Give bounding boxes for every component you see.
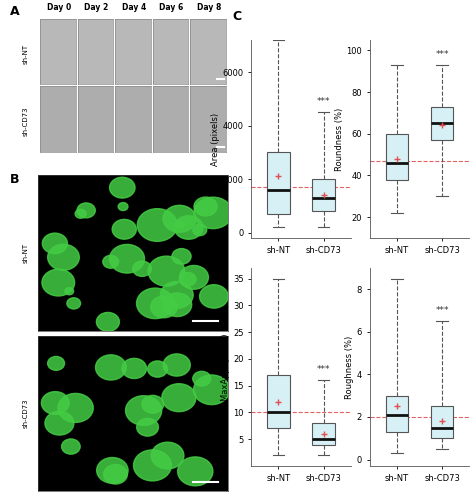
Circle shape [103,256,118,268]
Text: sh-CD73: sh-CD73 [23,107,29,136]
Circle shape [178,457,213,486]
Circle shape [147,361,167,377]
Circle shape [96,355,126,380]
Circle shape [65,288,73,295]
Circle shape [163,354,190,376]
Circle shape [176,221,184,228]
Text: B: B [9,173,19,186]
Circle shape [200,285,228,308]
Circle shape [58,393,93,422]
Circle shape [67,298,81,309]
Circle shape [137,288,174,319]
PathPatch shape [312,423,335,444]
PathPatch shape [431,406,454,438]
Circle shape [179,266,209,289]
Circle shape [193,371,211,386]
Circle shape [96,313,119,331]
PathPatch shape [267,375,290,428]
Text: Day 2: Day 2 [84,3,109,12]
Circle shape [126,396,162,425]
Circle shape [163,205,196,232]
Circle shape [42,269,74,296]
PathPatch shape [431,107,454,140]
Text: Day 6: Day 6 [159,3,183,12]
Circle shape [148,256,185,286]
Circle shape [48,244,79,270]
Circle shape [142,395,164,413]
Circle shape [122,358,146,379]
Text: sh-CD73: sh-CD73 [23,398,29,428]
PathPatch shape [385,134,408,180]
Circle shape [112,219,137,239]
Circle shape [162,384,196,412]
Text: sh-NT: sh-NT [23,44,29,64]
Circle shape [77,203,95,218]
Circle shape [193,375,230,405]
PathPatch shape [312,179,335,211]
Text: A: A [9,5,19,18]
Text: sh-NT: sh-NT [23,243,29,263]
Circle shape [194,197,217,216]
Circle shape [133,261,151,277]
Y-axis label: Roughness (%): Roughness (%) [345,335,354,399]
Text: ***: *** [435,50,449,59]
Y-axis label: Roundness (%): Roundness (%) [335,107,344,171]
Text: Day 8: Day 8 [197,3,221,12]
Circle shape [160,282,193,309]
Circle shape [172,248,191,264]
Circle shape [174,216,203,239]
Circle shape [194,197,232,228]
Circle shape [180,273,196,286]
Text: Day 0: Day 0 [47,3,71,12]
Text: Day 4: Day 4 [122,3,146,12]
Circle shape [75,209,86,218]
Text: ***: *** [317,365,330,374]
Circle shape [193,224,207,235]
Circle shape [118,202,128,210]
Circle shape [134,450,171,481]
Circle shape [151,296,177,318]
Text: ***: *** [317,97,330,106]
Circle shape [42,233,67,254]
Circle shape [163,293,191,317]
PathPatch shape [267,152,290,214]
Y-axis label: Area (pixels): Area (pixels) [210,112,219,166]
Circle shape [41,392,69,414]
Circle shape [62,439,80,454]
Circle shape [45,411,74,435]
Circle shape [104,464,128,484]
Circle shape [97,457,128,483]
Circle shape [151,442,184,469]
Circle shape [109,177,135,198]
Circle shape [109,244,145,273]
PathPatch shape [385,396,408,432]
Y-axis label: MaxApp (pixels): MaxApp (pixels) [221,333,230,401]
Text: C: C [232,10,241,23]
Circle shape [137,208,177,241]
Circle shape [47,356,64,370]
Circle shape [137,418,158,436]
Text: ***: *** [435,306,449,315]
